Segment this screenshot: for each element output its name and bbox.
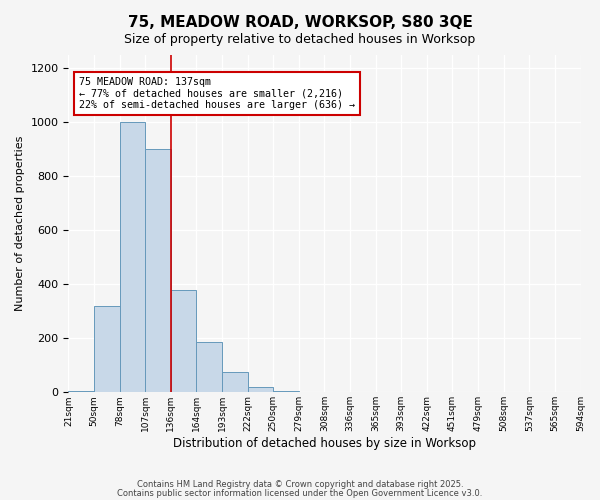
- Bar: [171, 290, 196, 392]
- Text: 75 MEADOW ROAD: 137sqm
← 77% of detached houses are smaller (2,216)
22% of semi-: 75 MEADOW ROAD: 137sqm ← 77% of detached…: [79, 76, 355, 110]
- Bar: [119, 122, 145, 392]
- Bar: [248, 387, 273, 392]
- Bar: [222, 372, 248, 392]
- Bar: [273, 391, 299, 392]
- Y-axis label: Number of detached properties: Number of detached properties: [15, 136, 25, 312]
- Text: Size of property relative to detached houses in Worksop: Size of property relative to detached ho…: [124, 32, 476, 46]
- Bar: [68, 391, 94, 392]
- Bar: [145, 150, 171, 392]
- X-axis label: Distribution of detached houses by size in Worksop: Distribution of detached houses by size …: [173, 437, 476, 450]
- Text: Contains HM Land Registry data © Crown copyright and database right 2025.: Contains HM Land Registry data © Crown c…: [137, 480, 463, 489]
- Bar: [196, 342, 222, 392]
- Text: 75, MEADOW ROAD, WORKSOP, S80 3QE: 75, MEADOW ROAD, WORKSOP, S80 3QE: [128, 15, 472, 30]
- Bar: [94, 306, 119, 392]
- Text: Contains public sector information licensed under the Open Government Licence v3: Contains public sector information licen…: [118, 488, 482, 498]
